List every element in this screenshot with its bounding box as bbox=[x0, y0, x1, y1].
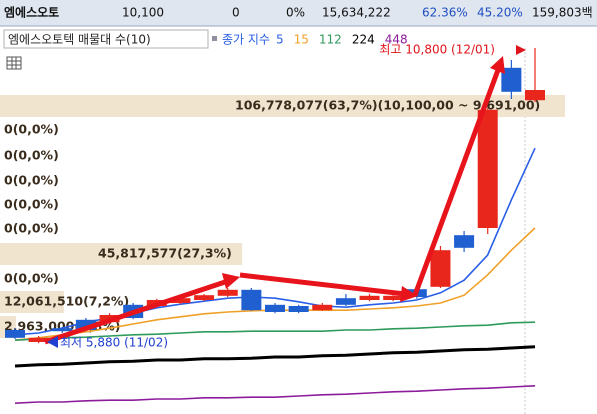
high-annotation: 최고 10,800 (12/01) bbox=[379, 43, 495, 57]
volume-label: 106,778,077(63,7%)(10,100,00 ~ 9,691,00) bbox=[235, 98, 540, 113]
candle-body bbox=[430, 250, 451, 287]
high-marker bbox=[516, 45, 526, 55]
volume-bar bbox=[0, 291, 64, 313]
header: 엠에스오토 10,100 0 0% 15,634,222 62.36% 45.20% 159,… bbox=[4, 5, 593, 20]
candle-body bbox=[501, 67, 522, 92]
candle-body bbox=[288, 306, 309, 312]
candle-body bbox=[525, 90, 545, 101]
header-cell: 15,634,222 bbox=[322, 6, 391, 20]
candle-body bbox=[454, 235, 475, 248]
indicator-box bbox=[3, 29, 209, 49]
candle-body bbox=[170, 298, 191, 303]
ma-line bbox=[14, 321, 536, 341]
volume-label: 0(0,0%) bbox=[4, 148, 59, 163]
candle-body bbox=[359, 295, 380, 300]
volume-bar bbox=[0, 95, 565, 117]
grid-icon bbox=[6, 56, 22, 70]
header-cell: 10,100 bbox=[122, 6, 164, 20]
legend-entry: 15 bbox=[294, 33, 309, 47]
candle-body bbox=[75, 319, 96, 330]
legend-entry: 5 bbox=[276, 33, 284, 47]
candle-body bbox=[383, 295, 404, 300]
candle-body bbox=[241, 289, 262, 311]
header-cell: 62.36% bbox=[422, 6, 468, 20]
legend-icon bbox=[212, 36, 217, 41]
indicator-title: 엠에스오토텍 매물대 수(10) bbox=[8, 33, 151, 47]
legend: 5 15 112 224 448 bbox=[276, 33, 408, 47]
volume-label: 45,817,577(27,3%) bbox=[98, 246, 232, 261]
legend-title: 종가 지수 bbox=[222, 33, 270, 47]
header-bar bbox=[0, 0, 597, 26]
low-annotation: 최저 5,880 (11/02) bbox=[60, 336, 168, 350]
volume-label: 12,061,510(7,2%) bbox=[4, 294, 129, 309]
volume-label: 0(0,0%) bbox=[4, 271, 59, 286]
candle-body bbox=[52, 328, 73, 332]
volume-label: 0(0,0%) bbox=[4, 221, 59, 236]
ma-line bbox=[14, 385, 536, 404]
candle-body bbox=[477, 109, 498, 228]
trend-arrows bbox=[44, 56, 505, 345]
candle-body bbox=[194, 295, 215, 300]
candle-body bbox=[217, 289, 238, 296]
header-cell: 159,803백 bbox=[532, 6, 593, 20]
header-cell: 0 bbox=[232, 6, 240, 20]
low-marker bbox=[47, 336, 58, 348]
candle-body bbox=[265, 304, 285, 312]
legend-entry: 224 bbox=[352, 33, 375, 47]
header-cell: 45.20% bbox=[477, 6, 523, 20]
volume-label: 0(0,0%) bbox=[4, 197, 59, 212]
volume-label: 0(0,0%) bbox=[4, 122, 59, 137]
header-cell: 0% bbox=[286, 6, 305, 20]
candle-body bbox=[335, 298, 356, 305]
legend-entry: 448 bbox=[385, 33, 408, 47]
candle-body bbox=[312, 304, 333, 311]
candle-body bbox=[28, 337, 49, 342]
volume-bar bbox=[0, 243, 243, 265]
volume-label: 0(0,0%) bbox=[4, 173, 59, 188]
header-cell: 엠에스오토 bbox=[4, 5, 59, 20]
legend-entry: 112 bbox=[319, 33, 342, 47]
candle-body bbox=[5, 330, 25, 338]
ma-line bbox=[14, 345, 536, 368]
